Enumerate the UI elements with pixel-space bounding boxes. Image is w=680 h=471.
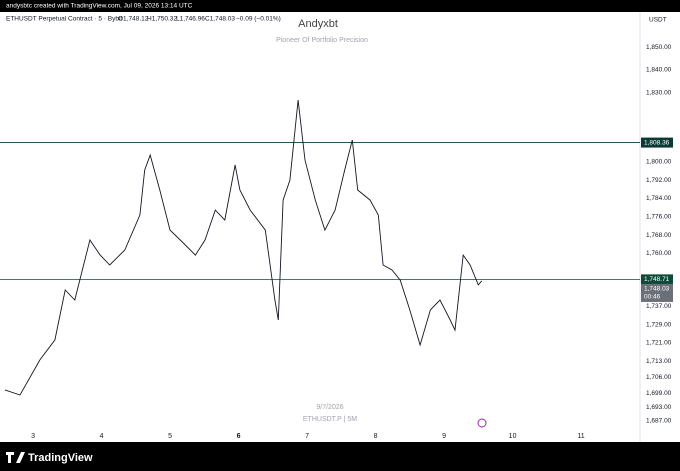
chart-title: Andyxbt bbox=[298, 18, 338, 30]
x-tick-label: 6 bbox=[237, 433, 241, 440]
y-tick-label: 1,713.00 bbox=[646, 358, 672, 365]
x-tick-label: 11 bbox=[577, 433, 584, 440]
y-tick-label: 1,706.00 bbox=[646, 374, 672, 381]
x-tick-label: 9 bbox=[442, 433, 446, 440]
price-line bbox=[4, 100, 483, 396]
ohlc-value: H1,750.32 bbox=[147, 16, 177, 23]
y-tick-label: 1,800.00 bbox=[646, 158, 672, 165]
last-price-label: 1,748.03 bbox=[644, 286, 670, 293]
x-tick-label: 10 bbox=[509, 433, 517, 440]
ohlc-value: C1,748.03 bbox=[205, 16, 235, 23]
y-tick-label: 1,784.00 bbox=[646, 195, 672, 202]
y-tick-label: 1,768.00 bbox=[646, 232, 672, 239]
y-tick-label: 1,693.00 bbox=[646, 404, 672, 411]
ohlc-value: L1,746.96 bbox=[176, 16, 205, 23]
plot-bg bbox=[0, 12, 680, 442]
y-tick-label: 1,760.00 bbox=[646, 250, 672, 257]
countdown: 00:46 bbox=[644, 294, 661, 301]
header-text: andysbtc created with TradingView.com, J… bbox=[6, 3, 193, 10]
y-tick-label: 1,721.00 bbox=[646, 340, 672, 347]
symbol: ETHUSDT Perpetual Contract · 5 · Bybit bbox=[6, 16, 122, 23]
x-tick-label: 3 bbox=[31, 433, 35, 440]
price-label: 1,808.36 bbox=[644, 139, 670, 146]
y-tick-label: 1,687.00 bbox=[646, 418, 672, 425]
y-tick-label: 1,737.00 bbox=[646, 303, 672, 310]
currency: USDT bbox=[649, 17, 667, 24]
x-tick-label: 4 bbox=[100, 433, 104, 440]
price-box bbox=[641, 137, 673, 148]
price-label: 1,748.71 bbox=[644, 276, 670, 283]
watermark-symbol: ETHUSDT.P | 5M bbox=[303, 416, 357, 423]
last-price-box bbox=[641, 283, 673, 302]
y-tick-label: 1,776.00 bbox=[646, 214, 672, 221]
y-tick-label: 1,729.00 bbox=[646, 321, 672, 328]
brand: TradingView bbox=[28, 452, 93, 464]
legend: ETHUSDT Perpetual Contract · 5 · BybitO1… bbox=[6, 16, 281, 23]
logo bbox=[6, 452, 25, 463]
x-tick-label: 8 bbox=[374, 433, 378, 440]
chart-subtitle: Pioneer Of Portfolio Precision bbox=[276, 37, 368, 44]
change: −0.09 (−0.01%) bbox=[236, 16, 281, 23]
x-tick-label: 5 bbox=[168, 433, 172, 440]
y-tick-label: 1,699.00 bbox=[646, 390, 672, 397]
x-tick-label: 7 bbox=[305, 433, 309, 440]
ohlc-value: O1,748.12 bbox=[118, 16, 149, 23]
y-tick-label: 1,850.00 bbox=[646, 44, 672, 51]
price-box bbox=[641, 274, 673, 285]
y-tick-label: 1,840.00 bbox=[646, 67, 672, 74]
event-icon[interactable] bbox=[477, 418, 487, 428]
watermark-date: 9/7/2026 bbox=[316, 404, 343, 411]
footer bbox=[0, 442, 680, 471]
y-tick-label: 1,792.00 bbox=[646, 177, 672, 184]
y-tick-label: 1,830.00 bbox=[646, 90, 672, 97]
